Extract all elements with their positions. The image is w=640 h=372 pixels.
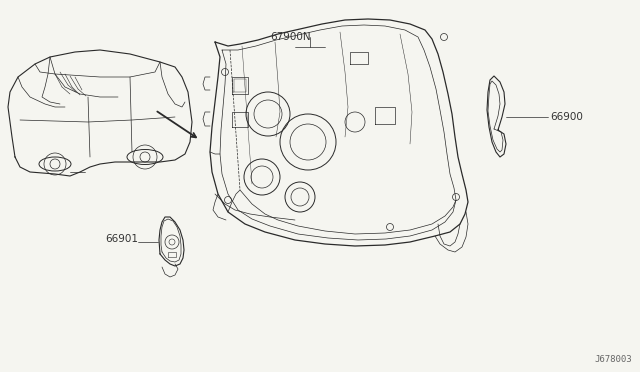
Text: 66901: 66901 xyxy=(105,234,138,244)
Text: J678003: J678003 xyxy=(595,355,632,364)
Text: 67900N: 67900N xyxy=(270,32,310,42)
Text: 66900: 66900 xyxy=(550,112,583,122)
